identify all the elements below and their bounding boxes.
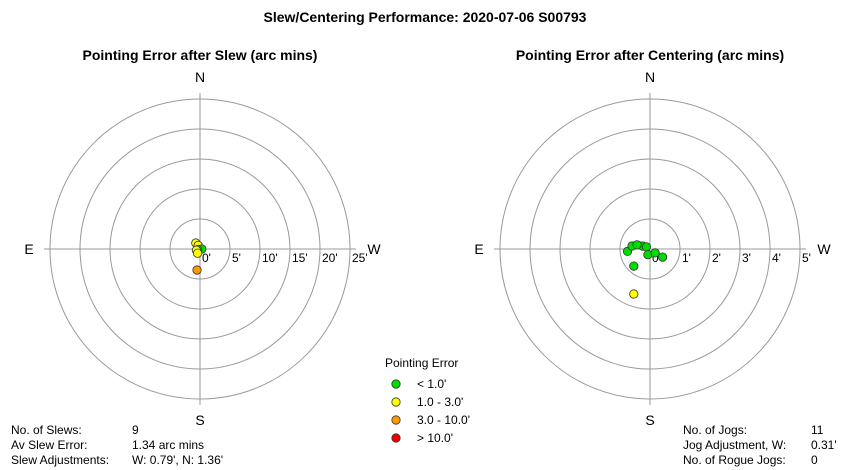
slew-polar-chart: Pointing Error after Slew (arc mins) 0' 5…	[24, 47, 381, 428]
stat-value: 9	[132, 423, 139, 437]
centering-points	[622, 240, 668, 299]
centering-tick-label: 3'	[742, 251, 751, 265]
stat-value: 1.34 arc mins	[132, 438, 205, 452]
stat-value: W: 0.79', N: 1.36'	[132, 453, 224, 467]
slew-west-label: W	[367, 241, 381, 257]
centering-chart-title: Pointing Error after Centering (arc mins…	[516, 47, 784, 63]
centering-tick-label: 4'	[772, 251, 781, 265]
legend: Pointing Error < 1.0' 1.0 - 3.0' 3.0 - 10.…	[385, 356, 470, 445]
centering-data-point	[629, 261, 639, 271]
slew-tick-label: 10'	[262, 251, 278, 265]
centering-data-point	[632, 240, 642, 250]
stat-label: No. of Jogs:	[683, 423, 748, 437]
slew-stat-row: No. of Slews: 9	[11, 423, 223, 438]
legend-label: 3.0 - 10.0'	[417, 413, 470, 427]
legend-marker	[391, 433, 401, 443]
stat-label: No. of Slews:	[11, 423, 82, 437]
stat-label: Av Slew Error:	[11, 438, 88, 452]
jog-stat-row: No. of Jogs: 11	[683, 423, 837, 438]
centering-data-point	[641, 242, 652, 252]
legend-marker	[391, 397, 401, 407]
centering-data-point	[650, 248, 660, 258]
centering-tick-label: 2'	[712, 251, 721, 265]
slew-tick-label: 5'	[232, 251, 241, 265]
slew-tick-label: 0'	[202, 251, 211, 265]
legend-marker	[391, 379, 401, 389]
slew-tick-label: 20'	[322, 251, 338, 265]
centering-data-point	[657, 252, 668, 262]
legend-marker	[391, 415, 401, 425]
legend-items: < 1.0' 1.0 - 3.0' 3.0 - 10.0' > 10.0'	[391, 377, 470, 445]
centering-tick-label: 5'	[802, 251, 811, 265]
jog-stats: No. of Jogs: 11 Jog Adjustment, W: 0.31'…	[683, 423, 837, 468]
stat-label: Jog Adjustment, W:	[683, 438, 787, 452]
jog-stat-row: No. of Rogue Jogs: 0	[683, 453, 837, 468]
stat-label: No. of Rogue Jogs:	[683, 453, 786, 467]
centering-tick-labels: 0' 1' 2' 3' 4' 5'	[652, 251, 811, 265]
slew-points	[191, 238, 207, 275]
slew-east-label: E	[24, 241, 33, 257]
slew-north-label: N	[195, 69, 205, 85]
slew-data-point	[193, 248, 203, 258]
slew-stat-row: Av Slew Error: 1.34 arc mins	[11, 438, 223, 453]
slew-tick-label: 15'	[292, 251, 308, 265]
stat-value: 0	[811, 453, 818, 467]
slew-tick-label: 25'	[352, 251, 368, 265]
centering-south-label: S	[645, 412, 654, 428]
centering-tick-label: 0'	[652, 251, 661, 265]
stat-value: 11	[811, 423, 824, 437]
legend-title: Pointing Error	[385, 356, 458, 370]
stat-value: 0.31'	[811, 438, 837, 452]
jog-stat-row: Jog Adjustment, W: 0.31'	[683, 438, 837, 453]
centering-west-label: W	[817, 241, 831, 257]
slew-tick-labels: 0' 5' 10' 15' 20' 25'	[202, 251, 368, 265]
slew-south-label: S	[195, 412, 204, 428]
centering-east-label: E	[474, 241, 483, 257]
centering-north-label: N	[645, 69, 655, 85]
page-title: Slew/Centering Performance: 2020-07-06 S…	[263, 9, 587, 25]
legend-label: < 1.0'	[417, 377, 446, 391]
slew-chart-title: Pointing Error after Slew (arc mins)	[83, 47, 318, 63]
legend-label: > 10.0'	[417, 431, 453, 445]
slew-stat-row: Slew Adjustments: W: 0.79', N: 1.36'	[11, 453, 223, 468]
centering-polar-chart: Pointing Error after Centering (arc mins…	[474, 47, 831, 428]
legend-label: 1.0 - 3.0'	[417, 395, 463, 409]
centering-data-point	[629, 289, 639, 299]
slew-data-point	[192, 265, 202, 275]
slew-stats: No. of Slews: 9 Av Slew Error: 1.34 arc …	[11, 423, 223, 468]
stat-label: Slew Adjustments:	[11, 453, 110, 467]
centering-tick-label: 1'	[682, 251, 691, 265]
